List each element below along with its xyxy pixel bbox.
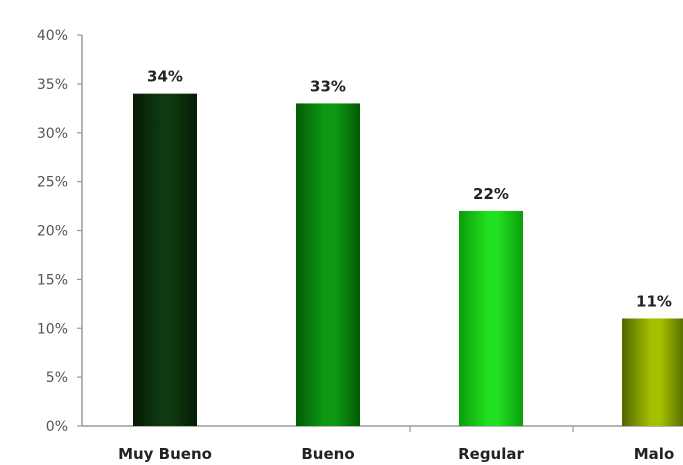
category-label: Malo: [634, 445, 675, 463]
y-tick-label: 25%: [37, 175, 68, 191]
bars: [133, 93, 683, 427]
y-axis: 0% 5% 10% 15% 20% 25% 30% 35% 40%: [37, 28, 83, 435]
y-tick-label: 0%: [46, 419, 68, 435]
bar-regular: [459, 210, 523, 426]
data-label: 22%: [473, 185, 509, 203]
data-label: 11%: [636, 292, 672, 310]
y-tick-label: 35%: [37, 77, 68, 93]
data-label: 34%: [147, 68, 183, 86]
y-tick-label: 5%: [46, 370, 68, 386]
y-tick-label: 20%: [37, 224, 68, 240]
y-tick-label: 40%: [37, 28, 68, 44]
category-label: Muy Bueno: [118, 445, 212, 463]
x-axis: [82, 425, 683, 432]
bar-muy-bueno: [133, 93, 197, 427]
y-tick-label: 10%: [37, 321, 68, 337]
y-tick-label: 30%: [37, 126, 68, 142]
y-tick-label: 15%: [37, 272, 68, 288]
bar-malo: [622, 318, 683, 426]
bar-bueno: [296, 103, 360, 427]
data-labels: 34% 33% 22% 11%: [147, 68, 672, 311]
data-label: 33%: [310, 77, 346, 95]
category-label: Regular: [458, 445, 524, 463]
category-label: Bueno: [301, 445, 354, 463]
category-labels: Muy Bueno Bueno Regular Malo: [118, 445, 674, 463]
